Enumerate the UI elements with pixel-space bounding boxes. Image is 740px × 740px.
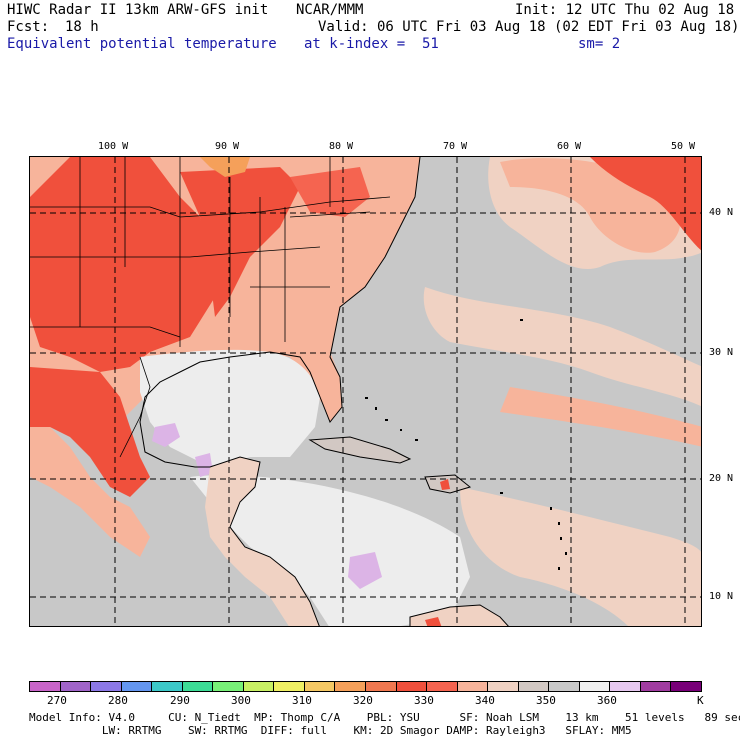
mexico-hot-region (30, 367, 150, 497)
lon-label-50w: 50 W (671, 141, 696, 152)
colorbar-swatch-20 (640, 682, 672, 691)
colorbar-swatch-21 (671, 682, 702, 691)
colorbar-label-340: 340 (475, 694, 495, 707)
colorbar-label-280: 280 (108, 694, 128, 707)
smoothing-label: sm= 2 (578, 36, 621, 52)
political-borders (30, 157, 391, 458)
colorbar-swatch-6 (213, 682, 244, 691)
lat-label-30n: 30 N (709, 347, 734, 358)
colorbar-swatch-10 (335, 682, 367, 691)
atlantic-warm-band-south (423, 287, 701, 407)
lon-label-90w: 90 W (215, 141, 240, 152)
colorbar-unit-label: K (697, 694, 704, 707)
colorbar-swatch-17 (549, 682, 580, 691)
colorbar-swatch-18 (579, 682, 611, 691)
caribbean-east-warm (460, 487, 701, 626)
cool-patch-gulf (152, 423, 180, 447)
lon-label-100w: 100 W (98, 141, 129, 152)
lat-label-40n: 40 N (709, 207, 734, 218)
lat-label-20n: 20 N (709, 473, 734, 484)
colorbar-swatch-15 (488, 682, 519, 691)
colorbar-swatch-3 (121, 682, 153, 691)
colorbar-swatch-1 (60, 682, 92, 691)
central-america-land (205, 457, 320, 626)
florida-peninsula (300, 352, 342, 422)
lat-label-10n: 10 N (709, 591, 734, 602)
cool-patch-caribbean (348, 552, 382, 589)
colorbar-label-360: 360 (597, 694, 617, 707)
colorbar-label-320: 320 (353, 694, 373, 707)
colorbar-swatch-8 (274, 682, 305, 691)
colorbar-swatch-12 (396, 682, 428, 691)
atlantic-hot-core (590, 157, 701, 251)
forecast-hour: 18 h (65, 19, 99, 35)
colorbar-label-330: 330 (414, 694, 434, 707)
model-title: HIWC Radar II 13km ARW-GFS init (7, 2, 269, 18)
colorbar-swatch-7 (243, 682, 275, 691)
model-info-line1: Model Info: V4.0 CU: N_Tiedt MP: Thomp C… (29, 711, 740, 724)
gulf-of-mexico-cool (140, 349, 320, 467)
model-info-line2: LW: RRTMG SW: RRTMG DIFF: full KM: 2D Sm… (29, 724, 632, 737)
colorbar-swatch-16 (518, 682, 550, 691)
colorbar-swatch-19 (610, 682, 641, 691)
lon-label-70w: 70 W (443, 141, 468, 152)
bahamas-islands (365, 319, 567, 570)
mexico-warm-region (30, 427, 150, 557)
mississippi-hot-region (180, 167, 300, 317)
colorbar-swatch-0 (30, 682, 61, 691)
equivalent-potential-temperature-map (29, 156, 702, 627)
colorbar-label-270: 270 (47, 694, 67, 707)
colorbar-swatch-2 (91, 682, 122, 691)
forecast-label: Fcst: (7, 19, 50, 35)
colorbar-label-350: 350 (536, 694, 556, 707)
colorbar-swatch-9 (304, 682, 336, 691)
great-lakes-warm (200, 157, 250, 177)
cool-patch-yucatan (195, 453, 213, 477)
init-time: Init: 12 UTC Thu 02 Aug 18 (515, 2, 735, 18)
atlantic-filament (500, 387, 701, 447)
lon-label-60w: 60 W (557, 141, 582, 152)
colorbar-label-310: 310 (292, 694, 312, 707)
map-canvas (30, 157, 701, 626)
colorbar (29, 681, 702, 692)
colorbar-label-290: 290 (170, 694, 190, 707)
cuba-island (308, 436, 412, 464)
valid-time: Valid: 06 UTC Fri 03 Aug 18 (02 EDT Fri … (318, 19, 740, 35)
colorbar-swatch-13 (427, 682, 458, 691)
caribbean-cool (190, 475, 470, 626)
colorbar-label-300: 300 (231, 694, 251, 707)
level-label: at k-index = 51 (304, 36, 439, 52)
lat-lon-grid (30, 157, 701, 626)
field-name: Equivalent potential temperature (7, 36, 277, 52)
colorbar-swatch-14 (457, 682, 489, 691)
colorbar-swatch-5 (182, 682, 214, 691)
hispaniola-hot-spot (440, 479, 450, 490)
colorbar-swatch-11 (366, 682, 397, 691)
colorbar-swatch-4 (152, 682, 183, 691)
coastlines (139, 157, 421, 626)
plains-hot-region (30, 157, 215, 372)
organization-label: NCAR/MMM (296, 2, 364, 18)
lon-label-80w: 80 W (329, 141, 354, 152)
venezuela-hot-spot (425, 617, 442, 626)
